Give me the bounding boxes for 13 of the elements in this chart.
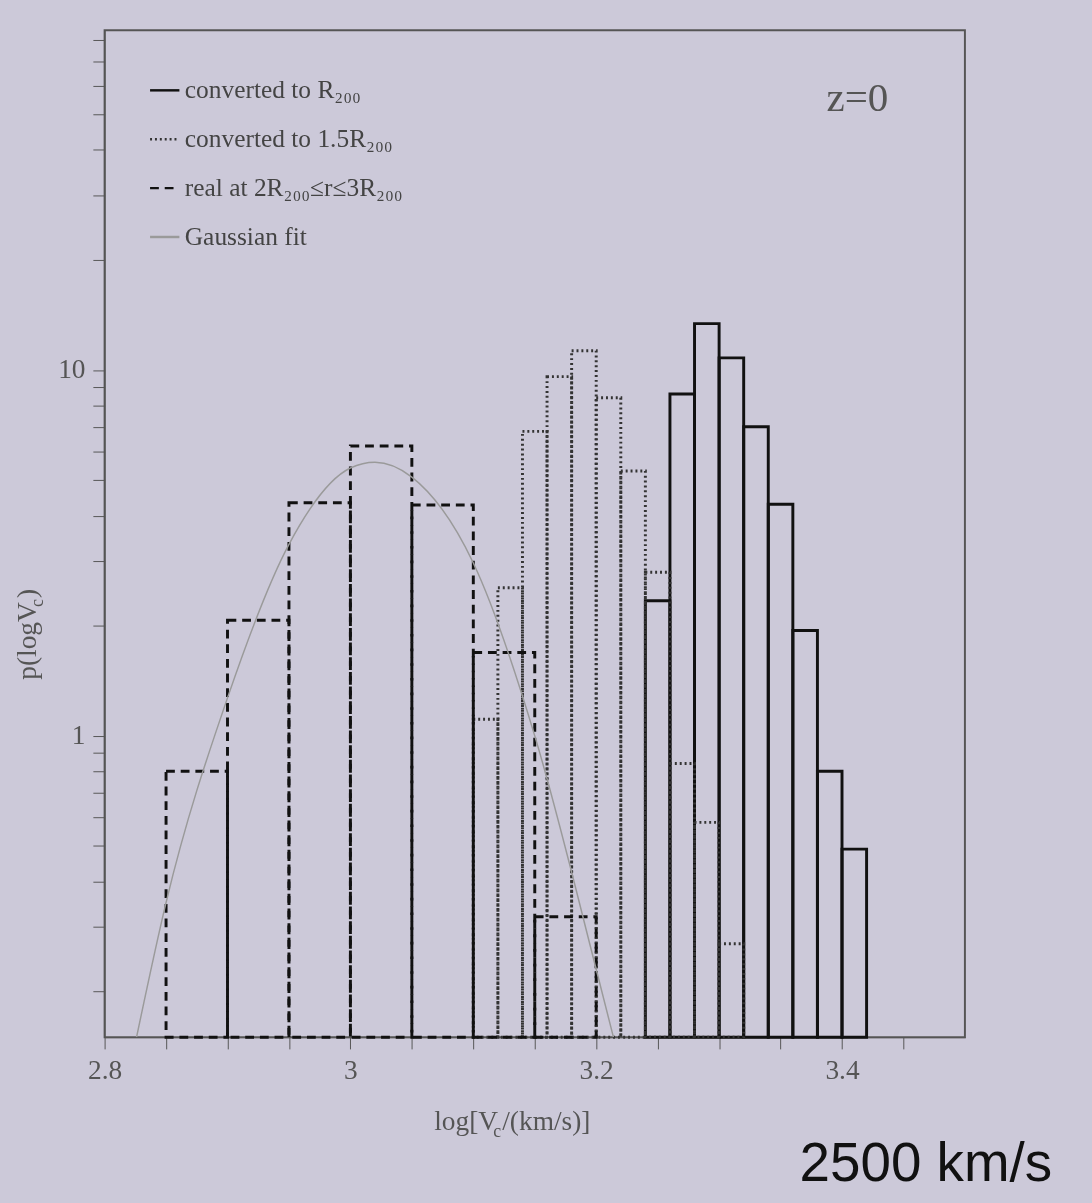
x-tick-label: 3.4: [825, 1054, 860, 1085]
legend-label: Gaussian fit: [184, 221, 307, 250]
legend-label: converted to 1.5R₂₀₀: [184, 124, 393, 153]
y-tick-label: 10: [58, 354, 86, 385]
x-tick-label: 2.8: [87, 1054, 123, 1085]
annotation: z=0: [826, 74, 889, 121]
y-axis-title: p(logVc): [12, 588, 48, 680]
legend-label: converted to R₂₀₀: [184, 75, 361, 104]
x-tick-label: 3.2: [579, 1054, 614, 1085]
x-tick-label: 3: [344, 1054, 358, 1085]
text: 2500 km/s: [799, 1130, 1053, 1193]
y-tick-label: 1: [71, 720, 86, 751]
legend-label: real at 2R₂₀₀≤r≤3R₂₀₀: [184, 172, 403, 201]
